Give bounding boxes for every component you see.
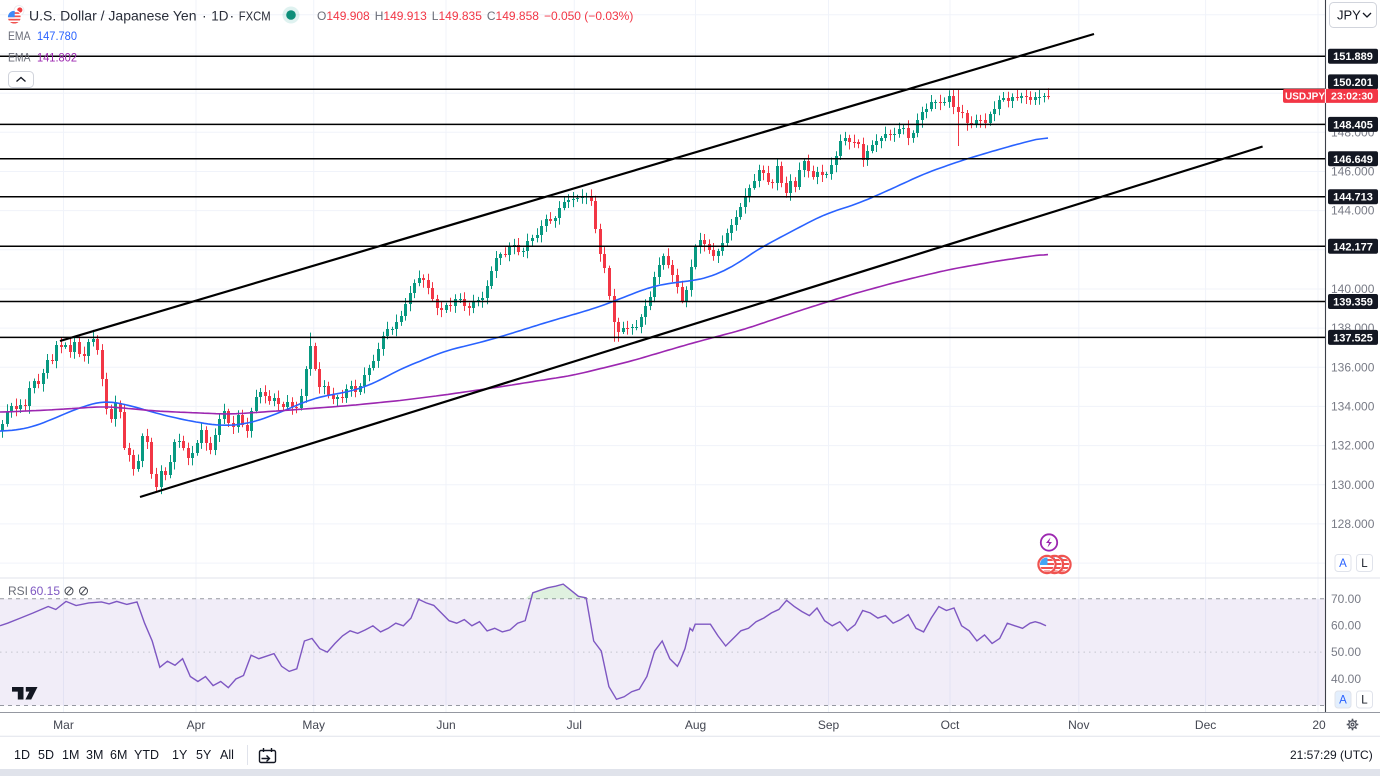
svg-text:A: A — [1339, 558, 1347, 570]
svg-text:142.177: 142.177 — [1333, 241, 1373, 253]
svg-text:A: A — [1339, 695, 1347, 707]
svg-text:U.S. Dollar / Japanese Yen·1D·: U.S. Dollar / Japanese Yen · 1D· FXCM — [29, 8, 271, 24]
svg-text:140.000: 140.000 — [1331, 282, 1375, 296]
svg-text:137.525: 137.525 — [1333, 332, 1373, 344]
svg-text:151.889: 151.889 — [1333, 51, 1373, 63]
svg-text:21:57:29 (UTC): 21:57:29 (UTC) — [1290, 748, 1373, 762]
svg-text:L: L — [1361, 558, 1368, 570]
svg-text:Nov: Nov — [1068, 718, 1089, 732]
svg-text:Jun: Jun — [436, 718, 455, 732]
svg-text:128.000: 128.000 — [1331, 517, 1375, 531]
svg-text:5Y: 5Y — [196, 748, 212, 762]
svg-text:May: May — [302, 718, 325, 732]
svg-text:23:02:30: 23:02:30 — [1331, 90, 1373, 102]
svg-text:136.000: 136.000 — [1331, 360, 1375, 374]
svg-text:1Y: 1Y — [172, 748, 188, 762]
svg-text:130.000: 130.000 — [1331, 478, 1375, 492]
svg-text:144.713: 144.713 — [1333, 192, 1373, 204]
svg-text:Dec: Dec — [1195, 718, 1216, 732]
svg-text:1D: 1D — [14, 748, 30, 762]
svg-text:Mar: Mar — [53, 718, 74, 732]
svg-text:20: 20 — [1312, 718, 1326, 732]
svg-text:50.00: 50.00 — [1331, 645, 1361, 659]
svg-text:L: L — [1361, 695, 1368, 707]
svg-text:5D: 5D — [38, 748, 54, 762]
svg-text:148.405: 148.405 — [1333, 119, 1373, 131]
svg-text:3M: 3M — [86, 748, 103, 762]
svg-text:JPY: JPY — [1337, 8, 1361, 23]
svg-text:YTD: YTD — [134, 748, 159, 762]
svg-text:146.649: 146.649 — [1333, 154, 1373, 166]
svg-text:40.00: 40.00 — [1331, 672, 1361, 686]
svg-text:150.201: 150.201 — [1333, 77, 1373, 89]
svg-text:139.359: 139.359 — [1333, 297, 1373, 309]
svg-text:Sep: Sep — [818, 718, 840, 732]
svg-text:All: All — [220, 748, 234, 762]
svg-text:132.000: 132.000 — [1331, 439, 1375, 453]
svg-text:134.000: 134.000 — [1331, 399, 1375, 413]
svg-text:Apr: Apr — [187, 718, 206, 732]
svg-text:60.00: 60.00 — [1331, 619, 1361, 633]
svg-text:Aug: Aug — [685, 718, 706, 732]
svg-text:USDJPY: USDJPY — [1285, 91, 1325, 102]
svg-text:Jul: Jul — [567, 718, 582, 732]
svg-text:Oct: Oct — [941, 718, 960, 732]
svg-text:1M: 1M — [62, 748, 79, 762]
svg-text:146.000: 146.000 — [1331, 165, 1375, 179]
svg-text:6M: 6M — [110, 748, 127, 762]
svg-text:144.000: 144.000 — [1331, 204, 1375, 218]
svg-text:70.00: 70.00 — [1331, 592, 1361, 606]
